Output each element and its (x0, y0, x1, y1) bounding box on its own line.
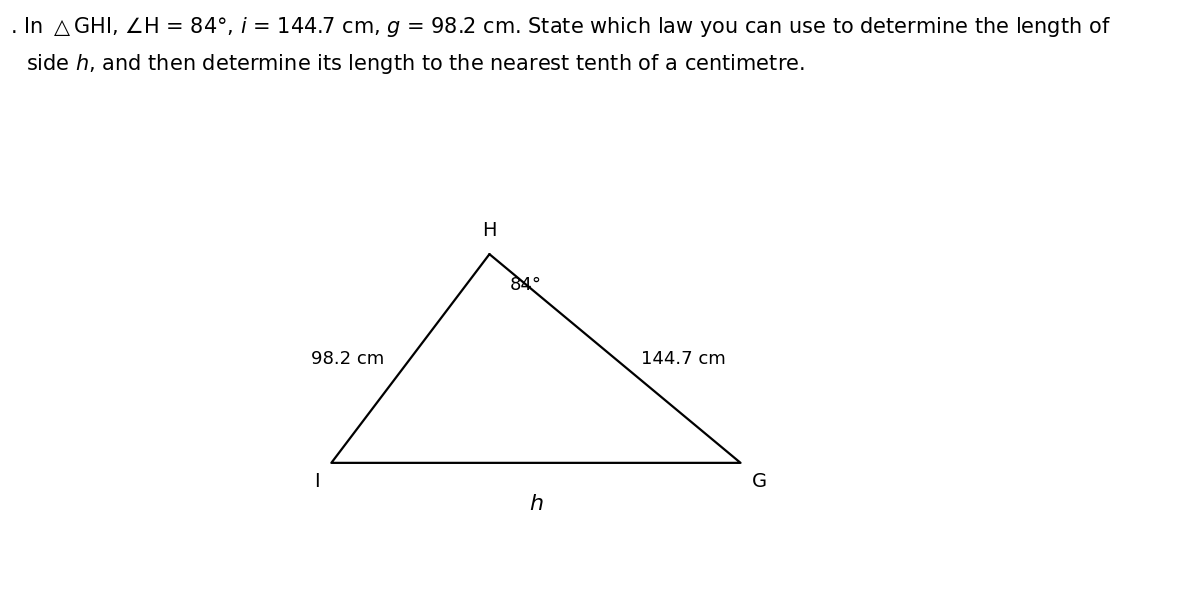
Text: 98.2 cm: 98.2 cm (311, 349, 384, 368)
Text: H: H (482, 221, 497, 240)
Text: I: I (314, 472, 320, 492)
Text: G: G (751, 472, 767, 492)
Text: . In $\triangle$GHI, $\angle$H = 84$\degree$, $i$ = 144.7 cm, $g$ = 98.2 cm. Sta: . In $\triangle$GHI, $\angle$H = 84$\deg… (10, 15, 1110, 39)
Text: 144.7 cm: 144.7 cm (641, 349, 726, 368)
Text: 84°: 84° (510, 275, 542, 293)
Text: side $h$, and then determine its length to the nearest tenth of a centimetre.: side $h$, and then determine its length … (26, 52, 805, 76)
Text: h: h (529, 493, 544, 514)
